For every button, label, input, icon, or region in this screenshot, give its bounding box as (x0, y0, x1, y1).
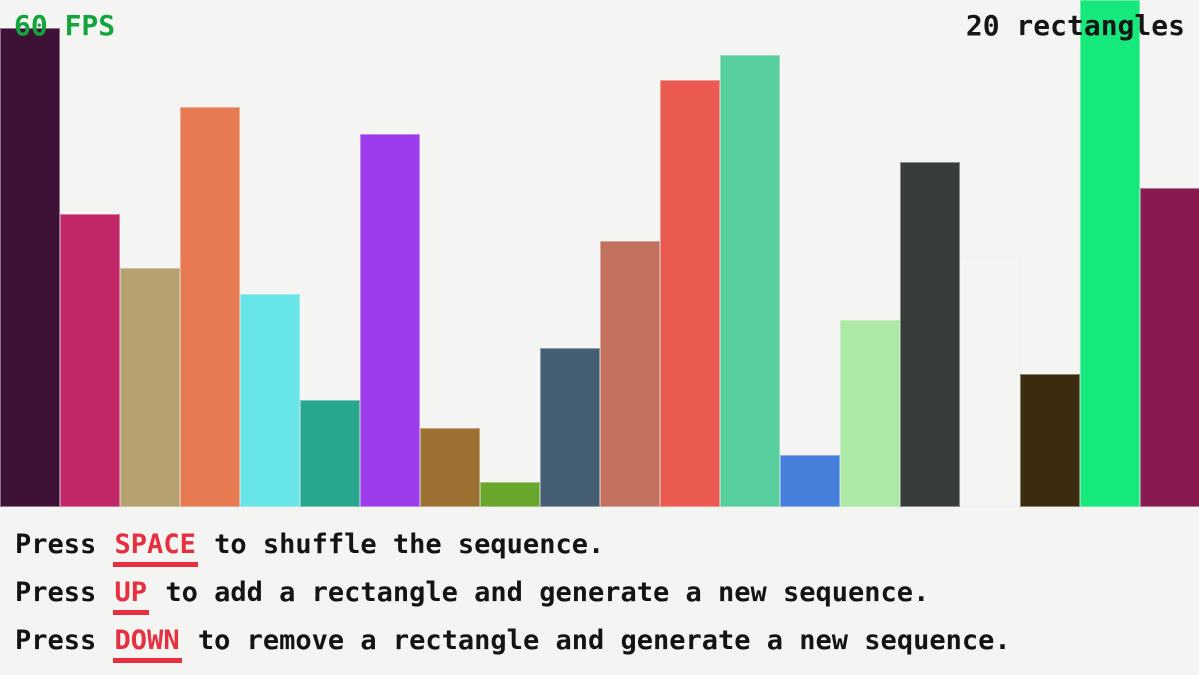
instruction-prefix: Press (15, 529, 113, 560)
bar-12 (660, 80, 720, 507)
bar-7 (360, 134, 420, 507)
instruction-prefix: Press (15, 625, 113, 656)
instruction-suffix: to shuffle the sequence. (197, 529, 605, 560)
bar-2 (60, 214, 120, 507)
bar-18 (1020, 374, 1080, 507)
bar-17 (960, 257, 1020, 507)
bar-16 (900, 162, 960, 507)
bar-13 (720, 55, 780, 507)
instruction-add: Press UP to add a rectangle and generate… (15, 569, 1195, 617)
instruction-suffix: to remove a rectangle and generate a new… (181, 625, 1011, 656)
bar-6 (300, 400, 360, 507)
key-up: UP (112, 578, 150, 615)
bar-15 (840, 320, 900, 507)
bar-1 (0, 28, 60, 507)
instructions-panel: Press SPACE to shuffle the sequence. Pre… (15, 521, 1195, 665)
bar-9 (480, 482, 540, 507)
bar-10 (540, 348, 600, 507)
bars-container (0, 0, 1199, 507)
bar-14 (780, 455, 840, 507)
bar-8 (420, 428, 480, 507)
rectangle-count-label: 20 rectangles (965, 9, 1185, 42)
instruction-shuffle: Press SPACE to shuffle the sequence. (15, 521, 1195, 569)
key-space: SPACE (112, 530, 198, 567)
instruction-suffix: to add a rectangle and generate a new se… (149, 577, 930, 608)
bar-11 (600, 241, 660, 507)
instruction-remove: Press DOWN to remove a rectangle and gen… (15, 617, 1195, 665)
instruction-prefix: Press (15, 577, 113, 608)
bar-4 (180, 107, 240, 507)
bar-3 (120, 268, 180, 507)
key-down: DOWN (112, 626, 182, 663)
bar-5 (240, 294, 300, 507)
fps-counter: 60 FPS (14, 9, 116, 42)
bar-19 (1080, 0, 1140, 507)
bar-20 (1140, 188, 1199, 507)
